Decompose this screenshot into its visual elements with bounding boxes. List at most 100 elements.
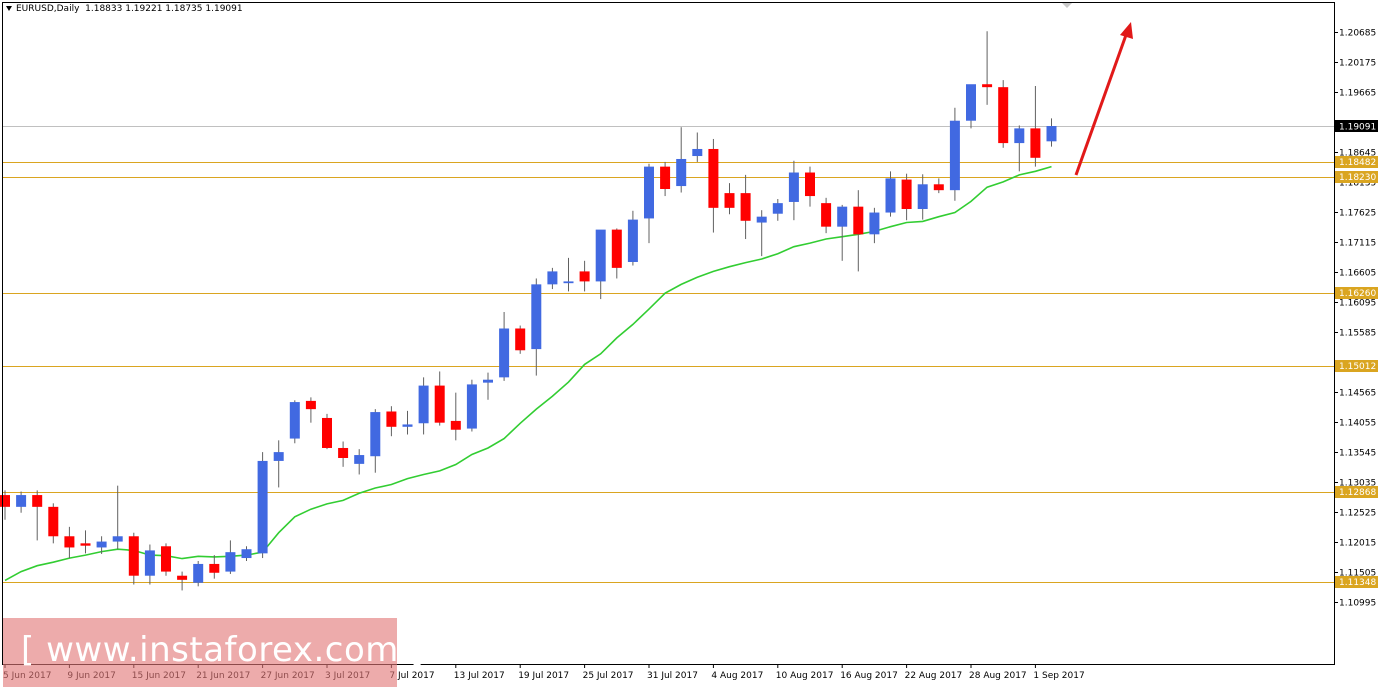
candle-body	[949, 120, 960, 191]
y-tick-label-15: 1.12015	[1339, 539, 1376, 549]
arrow-shaft	[1074, 34, 1128, 176]
dropdown-triangle-icon[interactable]	[6, 6, 12, 11]
candle-12	[193, 560, 204, 587]
y-tick-label-16: 1.11505	[1339, 569, 1376, 579]
candle-body	[966, 84, 976, 121]
candle-4	[64, 526, 75, 559]
candle-37	[595, 229, 606, 300]
candle-body	[338, 447, 349, 458]
y-tick-label-10: 1.14565	[1339, 389, 1376, 399]
candle-body	[322, 417, 332, 448]
trend-arrow	[1074, 22, 1133, 176]
level-badge-0	[1335, 156, 1378, 168]
y-tick-label-0: 1.20685	[1339, 29, 1376, 39]
candle-body	[740, 193, 751, 221]
candle-body	[917, 184, 928, 210]
x-tick-label-10: 31 Jul 2017	[647, 671, 698, 681]
price-axis[interactable]: 1.20685 1.20175 1.19665 1.18645 1.18135 1.176…	[1334, 29, 1378, 609]
candle-body	[499, 328, 510, 378]
candle-65	[1046, 118, 1057, 147]
y-tick-label-13: 1.13035	[1339, 479, 1376, 489]
candle-body	[96, 541, 107, 548]
candle-body	[547, 271, 558, 285]
candle-10	[161, 543, 171, 576]
candle-2	[32, 490, 43, 541]
candle-18	[289, 400, 300, 444]
y-tick-label-2: 1.19665	[1339, 89, 1376, 99]
candle-30	[483, 372, 493, 400]
x-tick-label-9: 25 Jul 2017	[583, 671, 634, 681]
level-badge-label-0: 1.18482	[1339, 158, 1376, 168]
candle-body	[515, 328, 526, 351]
candle-body	[0, 495, 10, 507]
candle-53	[853, 190, 864, 272]
candle-17	[273, 440, 284, 488]
candle-62	[998, 80, 1009, 148]
candle-body	[772, 203, 783, 214]
candle-body	[692, 148, 703, 157]
candle-body	[370, 412, 381, 457]
candle-body	[1014, 128, 1025, 144]
candle-body	[161, 546, 171, 572]
x-tick-label-13: 16 Aug 2017	[840, 671, 898, 681]
candle-body	[273, 452, 284, 461]
candle-19	[305, 397, 316, 423]
arrow-head-icon	[1120, 22, 1133, 39]
candle-52	[837, 204, 848, 261]
candle-41	[660, 161, 671, 197]
candle-44	[708, 138, 719, 233]
candle-20	[322, 413, 332, 450]
candle-body	[531, 284, 542, 350]
candle-body	[821, 203, 832, 227]
candle-body	[128, 536, 139, 576]
candle-body	[193, 563, 204, 583]
ohlc-readout: 1.18833 1.19221 1.18735 1.19091	[85, 4, 243, 14]
y-tick-label-4: 1.18135	[1339, 179, 1376, 189]
candle-body	[289, 402, 300, 439]
candle-body	[225, 552, 236, 572]
y-tick-label-1: 1.20175	[1339, 59, 1376, 69]
candles	[0, 31, 1057, 591]
candle-body	[434, 385, 445, 423]
candle-31	[499, 312, 510, 381]
candle-32	[515, 325, 526, 354]
watermark: [ www.instaforex.com ]	[3, 618, 424, 687]
candle-34	[547, 267, 558, 290]
candle-body	[354, 455, 365, 464]
candle-15	[241, 546, 252, 561]
candle-body	[756, 216, 767, 223]
x-tick-label-7: 13 Jul 2017	[454, 671, 505, 681]
level-badge-label-1: 1.18230	[1339, 173, 1376, 183]
level-badge-4	[1335, 486, 1378, 498]
candle-body	[805, 172, 815, 197]
candle-body	[483, 379, 493, 383]
candle-63	[1014, 125, 1025, 172]
y-tick-label-3: 1.18645	[1339, 149, 1376, 159]
candle-9	[144, 544, 155, 585]
candle-58	[933, 178, 944, 194]
candle-body	[627, 219, 638, 262]
candle-body	[16, 495, 27, 507]
chart-shift-marker-icon[interactable]	[1062, 3, 1072, 8]
y-tick-label-17: 1.10995	[1339, 599, 1376, 609]
candle-39	[627, 210, 638, 266]
candle-38	[611, 228, 622, 279]
candle-body	[724, 193, 735, 208]
watermark-text: [ www.instaforex.com ]	[21, 630, 424, 670]
candle-59	[949, 107, 960, 201]
x-tick-label-16: 1 Sep 2017	[1033, 671, 1084, 681]
candle-46	[740, 174, 751, 240]
level-badge-5	[1335, 576, 1378, 588]
candle-36	[579, 260, 590, 292]
candle-54	[869, 207, 880, 244]
ma-line	[4, 165, 1052, 582]
candle-body	[901, 179, 912, 210]
x-tick-label-8: 19 Jul 2017	[518, 671, 569, 681]
symbol-label: EURUSD,Daily	[16, 4, 80, 14]
y-tick-label-6: 1.17115	[1339, 239, 1376, 249]
candle-body	[257, 460, 268, 554]
candle-42	[676, 127, 687, 193]
candle-56	[901, 173, 912, 221]
candle-26	[418, 377, 429, 435]
